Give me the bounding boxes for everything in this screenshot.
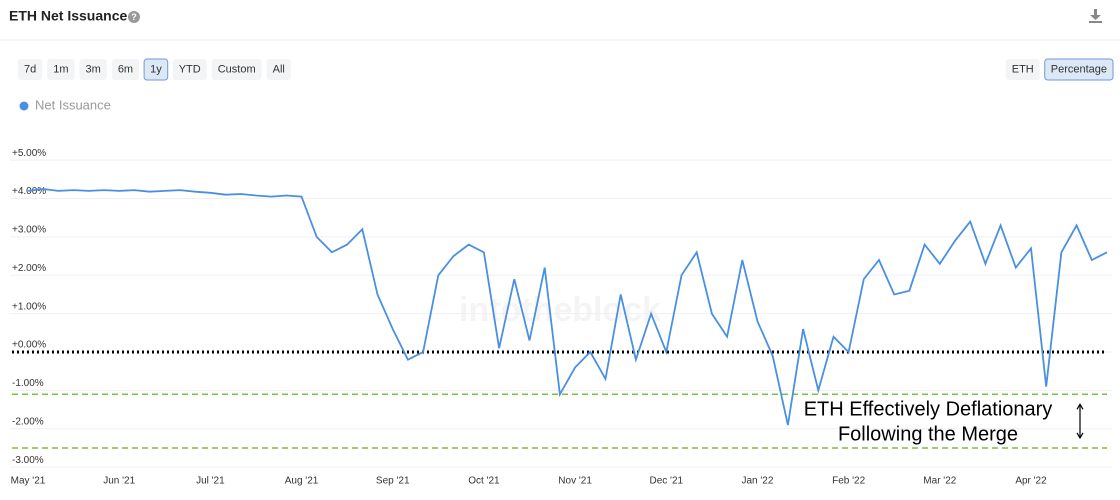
watermark: intotheblock bbox=[459, 291, 661, 329]
range-button-label: 7d bbox=[24, 63, 36, 75]
arrow-head bbox=[1076, 403, 1084, 440]
y-tick-label: +5.00% bbox=[12, 148, 46, 159]
unit-button-label: Percentage bbox=[1051, 63, 1107, 75]
x-tick-label: Jun '21 bbox=[103, 476, 135, 487]
range-button-label: All bbox=[273, 63, 285, 75]
range-button[interactable] bbox=[143, 58, 169, 81]
y-tick-label: +4.00% bbox=[12, 186, 46, 197]
range-button[interactable] bbox=[211, 59, 262, 80]
x-tick-label: Oct '21 bbox=[468, 476, 500, 487]
y-tick-label: +3.00% bbox=[12, 225, 46, 236]
unit-button-label: ETH bbox=[1012, 63, 1034, 75]
help-glyph: ? bbox=[131, 12, 137, 22]
range-button[interactable] bbox=[111, 59, 140, 80]
x-tick-label: Apr '22 bbox=[1015, 476, 1047, 487]
x-tick-label: Sep '21 bbox=[376, 476, 410, 487]
x-tick-label: Dec '21 bbox=[649, 476, 683, 487]
legend-label: Net Issuance bbox=[35, 97, 111, 112]
x-tick-label: Aug '21 bbox=[285, 476, 319, 487]
x-tick-label: May '21 bbox=[11, 476, 46, 487]
x-tick-label: Nov '21 bbox=[558, 476, 592, 487]
unit-button[interactable] bbox=[1044, 58, 1114, 81]
x-tick-label: Jul '21 bbox=[196, 476, 225, 487]
title: ETH Net Issuance bbox=[9, 8, 127, 24]
x-tick-label: Mar '22 bbox=[923, 476, 956, 487]
range-button[interactable] bbox=[79, 59, 107, 80]
annotation-text: Following the Merge bbox=[838, 423, 1018, 445]
x-tick-label: Jan '22 bbox=[741, 476, 773, 487]
range-button-label: 3m bbox=[86, 63, 101, 75]
range-button-label: 1y bbox=[150, 63, 162, 75]
y-tick-label: -3.00% bbox=[12, 455, 44, 466]
range-button-label: Custom bbox=[218, 63, 256, 75]
range-button-label: YTD bbox=[179, 63, 201, 75]
download-icon[interactable] bbox=[1089, 9, 1102, 23]
range-button[interactable] bbox=[47, 59, 75, 80]
range-button[interactable] bbox=[18, 59, 43, 80]
x-tick-label: Feb '22 bbox=[832, 476, 865, 487]
range-button-label: 1m bbox=[53, 63, 68, 75]
unit-button[interactable] bbox=[1005, 59, 1040, 80]
y-tick-label: +2.00% bbox=[12, 263, 46, 274]
help-icon[interactable] bbox=[128, 11, 140, 23]
range-button-label: 6m bbox=[118, 63, 133, 75]
y-tick-label: +1.00% bbox=[12, 301, 46, 312]
data-line bbox=[27, 188, 1108, 426]
range-button[interactable] bbox=[172, 59, 207, 80]
annotation-text: ETH Effectively Deflationary bbox=[804, 398, 1053, 420]
legend-marker bbox=[19, 101, 29, 111]
range-button[interactable] bbox=[266, 59, 291, 80]
y-tick-label: +0.00% bbox=[12, 340, 46, 351]
y-tick-label: -1.00% bbox=[12, 378, 44, 389]
y-tick-label: -2.00% bbox=[12, 416, 44, 427]
